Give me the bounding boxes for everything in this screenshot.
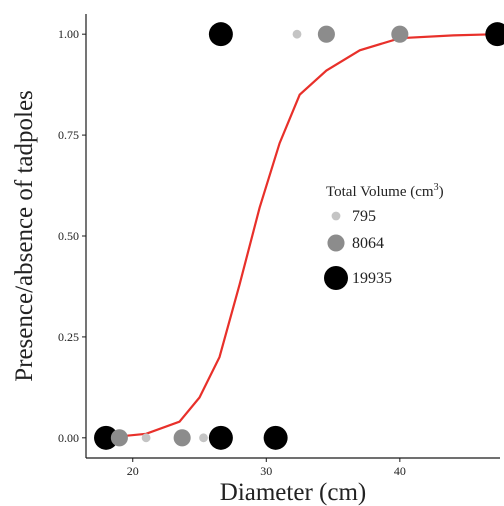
y-tick-label: 0.25 (58, 330, 79, 344)
y-tick-label: 1.00 (58, 27, 79, 41)
data-point (263, 425, 288, 450)
data-point (485, 22, 504, 47)
x-ticks: 20 30 40 (127, 458, 406, 478)
legend-label: 19935 (352, 270, 392, 287)
plot-area (94, 22, 504, 450)
legend: Total Volume (cm3) 795 8064 19935 (324, 182, 444, 290)
y-tick-label: 0.75 (58, 128, 79, 142)
data-points (94, 22, 504, 450)
x-tick-label: 20 (127, 464, 139, 478)
data-point (208, 22, 233, 47)
data-point (94, 425, 119, 450)
data-point (391, 25, 409, 43)
x-tick-label: 30 (260, 464, 272, 478)
legend-entries: 795 8064 19935 (324, 208, 392, 290)
x-axis-title: Diameter (cm) (220, 479, 366, 506)
data-point (208, 425, 233, 450)
axes: 20 30 40 0.00 0.25 0.50 0.75 1.00 (58, 14, 500, 478)
y-tick-label: 0.00 (58, 431, 79, 445)
legend-title-close: ) (439, 184, 444, 200)
x-tick-label: 40 (394, 464, 406, 478)
data-point (199, 433, 208, 443)
fitted-probability-line (105, 33, 498, 439)
data-point (173, 429, 191, 447)
data-point (141, 433, 151, 443)
legend-label: 8064 (352, 235, 384, 252)
data-point (292, 29, 302, 39)
data-point (317, 25, 335, 43)
y-ticks: 0.00 0.25 0.50 0.75 1.00 (58, 27, 86, 445)
y-tick-label: 0.50 (58, 229, 79, 243)
legend-label: 795 (352, 208, 376, 225)
legend-swatch (327, 234, 345, 252)
data-point (110, 429, 128, 447)
legend-title: Total Volume (cm3) (326, 182, 444, 200)
legend-title-main: Total Volume (cm (326, 184, 434, 200)
legend-swatch (331, 211, 341, 221)
y-axis-title: Presence/absence of tadpoles (11, 90, 38, 382)
legend-swatch (324, 266, 348, 290)
legend-title-superscript: 3 (434, 182, 439, 193)
